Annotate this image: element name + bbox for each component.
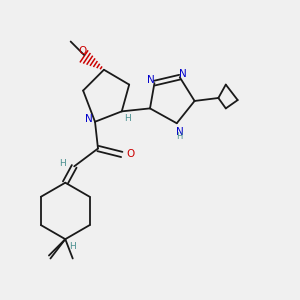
Text: O: O (78, 46, 87, 56)
Text: N: N (179, 69, 187, 79)
Text: N: N (147, 75, 155, 85)
Text: H: H (176, 132, 183, 141)
Text: H: H (69, 242, 76, 251)
Text: N: N (176, 127, 184, 136)
Text: O: O (126, 149, 134, 159)
Text: N: N (85, 114, 93, 124)
Text: H: H (124, 114, 130, 123)
Text: H: H (59, 160, 66, 169)
